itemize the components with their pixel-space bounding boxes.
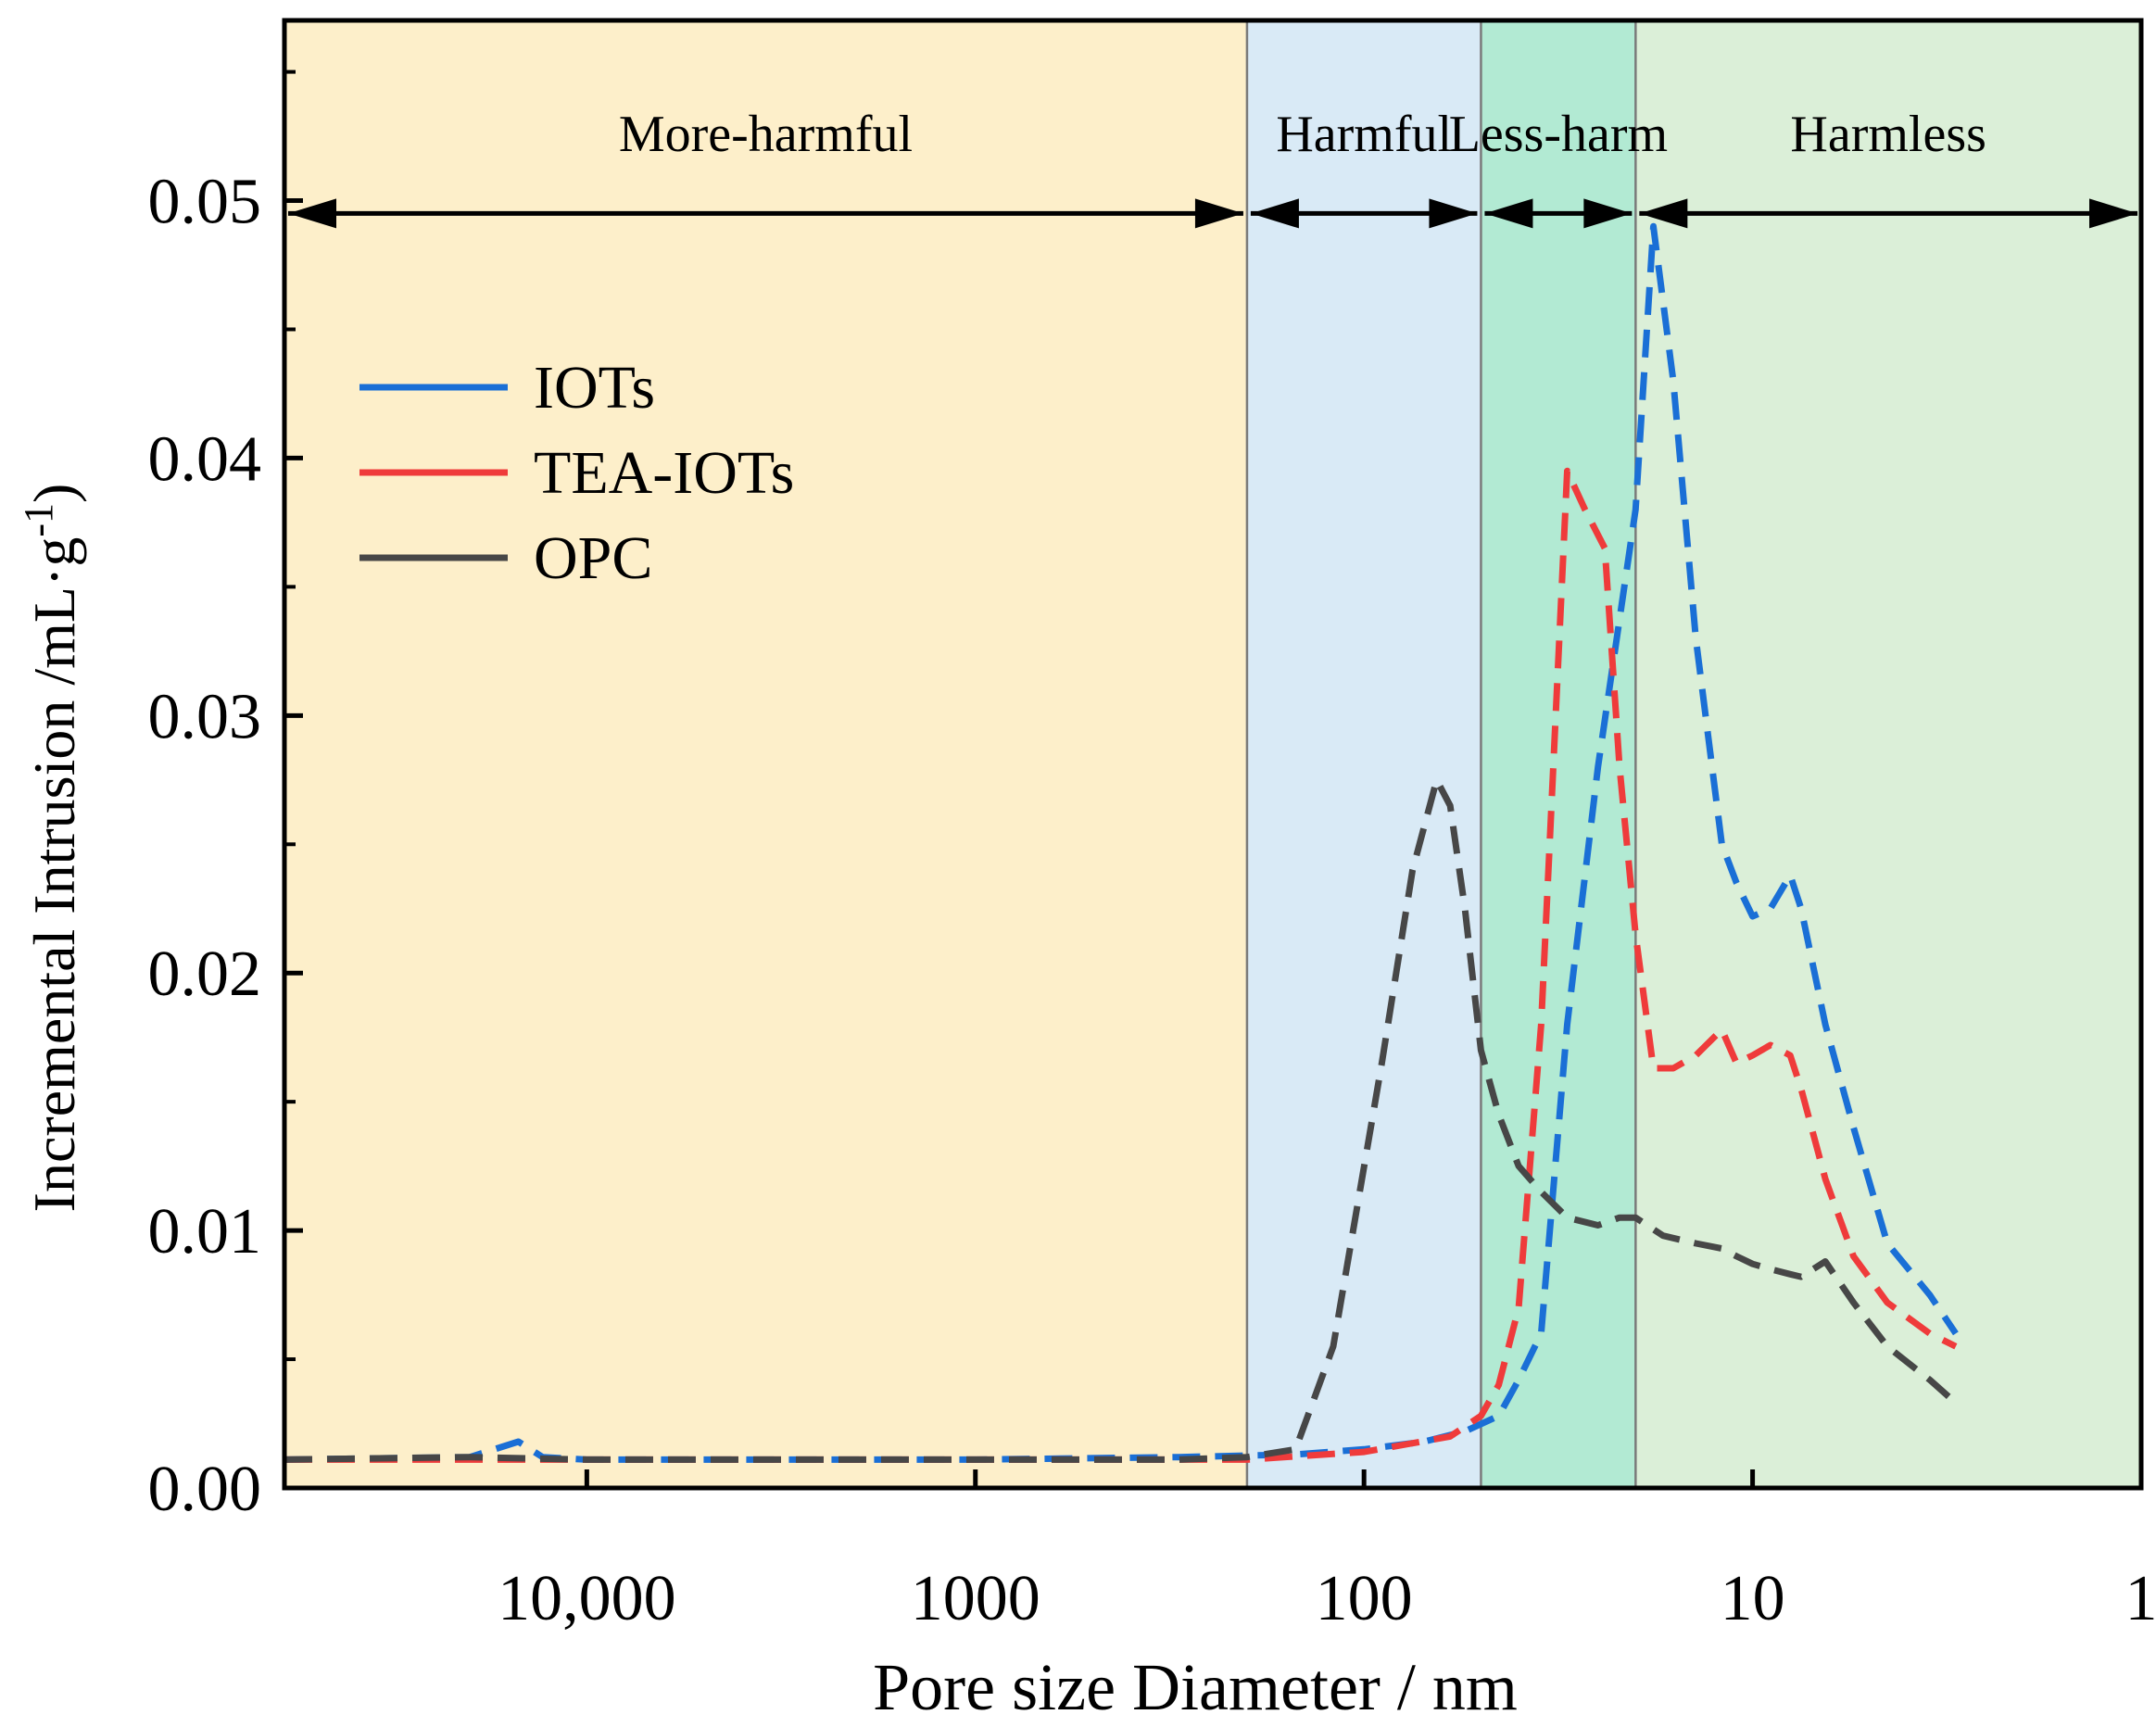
y-tick-label-0.04: 0.04 — [148, 423, 262, 495]
region-boundaries — [1245, 20, 1637, 1488]
region-arrow-left-less-harm — [1484, 198, 1533, 229]
legend-label-tea-iots: TEA-IOTs — [534, 439, 794, 507]
region-label-harmless: Harmless — [1790, 106, 1986, 163]
legend-label-iots: IOTs — [534, 354, 655, 422]
legend-label-opc: OPC — [534, 524, 652, 592]
region-arrow-right-harmful — [1429, 198, 1478, 229]
x-tick-label-1000: 1000 — [911, 1563, 1040, 1634]
x-axis-ticks: 10,000 1000 100 10 1 — [498, 1469, 2156, 1634]
region-less-harm — [1481, 20, 1636, 1488]
y-tick-label-0.03: 0.03 — [148, 681, 262, 752]
region-backgrounds — [284, 20, 2141, 1488]
legend: IOTs TEA-IOTs OPC — [359, 354, 794, 592]
region-arrow-right-harmless — [2089, 198, 2137, 229]
plot-frame — [282, 18, 2144, 1491]
region-harmless — [1635, 20, 2141, 1488]
series-line-opc — [284, 776, 1959, 1463]
x-tick-label-100: 100 — [1316, 1563, 1413, 1634]
y-axis-label: Incremental Intrusion /mL·g-1) — [16, 484, 88, 1213]
region-arrow-left-more-harmful — [288, 198, 336, 229]
region-arrow-right-less-harm — [1583, 198, 1633, 229]
y-tick-label-0.02: 0.02 — [148, 939, 262, 1010]
y-axis-ticks: 0.00 0.01 0.02 0.03 0.04 0.05 — [148, 69, 303, 1525]
series-lines — [284, 222, 1959, 1463]
x-tick-label-1: 1 — [2125, 1563, 2156, 1634]
region-label-less-harm: Less-harm — [1449, 106, 1668, 163]
region-label-more-harmful: More-harmful — [619, 106, 913, 163]
region-label-harmful: Harmful — [1276, 106, 1452, 163]
x-tick-label-10-000: 10,000 — [498, 1563, 676, 1634]
y-axis-label-close: ) — [21, 484, 87, 503]
region-more-harmful — [284, 20, 1247, 1488]
y-axis-label-sup: -1 — [16, 503, 61, 537]
y-tick-label-0.00: 0.00 — [148, 1454, 262, 1525]
region-arrow-left-harmful — [1250, 198, 1299, 229]
y-axis-label-main: Incremental Intrusion /mL·g — [21, 537, 87, 1213]
region-arrow-left-harmless — [1639, 198, 1688, 229]
y-tick-label-0.05: 0.05 — [148, 167, 262, 238]
x-axis-label: Pore size Diameter / nm — [873, 1650, 1518, 1724]
x-tick-label-10: 10 — [1721, 1563, 1785, 1634]
region-harmful — [1246, 20, 1481, 1488]
region-arrows — [288, 198, 2137, 229]
series-line-iots — [284, 222, 1959, 1463]
region-arrow-right-more-harmful — [1194, 198, 1243, 229]
y-tick-label-0.01: 0.01 — [148, 1196, 262, 1267]
